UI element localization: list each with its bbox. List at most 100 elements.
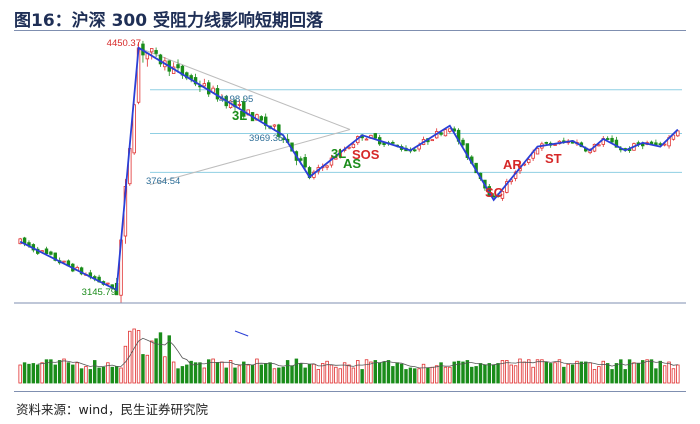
volume-bar bbox=[434, 365, 439, 384]
volume-bar bbox=[553, 362, 557, 384]
volume-bar bbox=[93, 360, 97, 384]
volume-bar bbox=[22, 362, 27, 384]
volume-bar bbox=[312, 363, 316, 384]
volume-bar bbox=[448, 366, 452, 384]
volume-bar bbox=[303, 367, 307, 384]
volume-bar bbox=[421, 363, 426, 384]
candle-body bbox=[654, 142, 658, 146]
volume-bar bbox=[145, 354, 150, 384]
volume-bar bbox=[382, 361, 386, 384]
candle-body bbox=[676, 130, 680, 137]
candle-body bbox=[430, 139, 435, 142]
price-label-resistance: 4198.95 bbox=[219, 94, 253, 105]
volume-bar bbox=[141, 354, 145, 384]
volume-bar bbox=[544, 361, 549, 384]
annotation-3l-first: 3L bbox=[232, 108, 247, 123]
volume-bar bbox=[408, 367, 413, 384]
source-note: 资料来源：wind，民生证券研究院 bbox=[16, 402, 209, 417]
candle-body bbox=[544, 141, 549, 144]
volume-bar bbox=[281, 366, 285, 384]
volume-arrow bbox=[234, 330, 249, 337]
chart-labels: 4450.373145.794198.953969.353764.543L3LA… bbox=[82, 38, 562, 298]
volume-bar bbox=[198, 362, 202, 384]
volume-bar bbox=[649, 359, 654, 384]
candle-body bbox=[272, 124, 277, 127]
candlestick-chart: 4450.373145.794198.953969.353764.543L3LA… bbox=[14, 38, 686, 384]
volume-bar bbox=[36, 364, 40, 384]
candle-body bbox=[364, 138, 369, 141]
volume-bar bbox=[483, 364, 487, 384]
candle-body bbox=[391, 141, 395, 144]
candle-body bbox=[18, 238, 22, 245]
volume-bar bbox=[88, 369, 93, 384]
volume-bar bbox=[413, 368, 417, 384]
volume-bar bbox=[439, 362, 443, 384]
volume-bar bbox=[531, 366, 535, 384]
candle-body bbox=[500, 190, 505, 199]
candle-body bbox=[641, 143, 645, 147]
volume-bar bbox=[246, 364, 250, 384]
candle-body bbox=[206, 82, 211, 95]
volume-bar bbox=[478, 363, 483, 384]
candle-body bbox=[44, 248, 49, 255]
volume-bar bbox=[224, 367, 228, 384]
volume-bar bbox=[242, 361, 246, 384]
volume-bar bbox=[623, 369, 627, 384]
volume-bar bbox=[53, 364, 57, 384]
volume-bar bbox=[27, 363, 31, 384]
volume-bar bbox=[220, 361, 224, 384]
candle-body bbox=[334, 157, 338, 160]
volume-bar bbox=[470, 366, 474, 384]
candle-body bbox=[461, 139, 465, 146]
volume-bar bbox=[228, 360, 233, 384]
volume-bar bbox=[579, 361, 584, 384]
volume-bar bbox=[399, 363, 404, 384]
volume-bar bbox=[527, 359, 531, 384]
candle-body bbox=[439, 132, 443, 135]
volume-bar bbox=[167, 335, 171, 384]
volume-bar bbox=[584, 361, 588, 384]
candle-body bbox=[465, 143, 470, 158]
volume-bar bbox=[500, 360, 505, 384]
volume-bar bbox=[351, 367, 356, 384]
volume-bar bbox=[57, 360, 62, 384]
volume-bar bbox=[237, 365, 242, 384]
volume-bar bbox=[417, 368, 421, 384]
volume-bar bbox=[364, 359, 369, 384]
volume-bar bbox=[97, 367, 101, 384]
volume-bar bbox=[369, 361, 373, 384]
volume-bar bbox=[570, 364, 575, 384]
volume-bar bbox=[592, 369, 597, 384]
volume-bar bbox=[299, 363, 303, 384]
price-levels bbox=[150, 89, 682, 173]
candle-body bbox=[281, 138, 285, 141]
volume-bar bbox=[79, 368, 84, 384]
volume-bar bbox=[667, 361, 671, 384]
candle-body bbox=[325, 165, 329, 168]
volume-bar bbox=[171, 361, 176, 384]
volume-bar bbox=[614, 363, 619, 384]
volume-bar bbox=[285, 360, 290, 384]
volume-bar bbox=[597, 366, 601, 384]
volume-bar bbox=[206, 359, 211, 384]
trend-path bbox=[19, 46, 679, 292]
candle-body bbox=[106, 282, 110, 285]
volume-bar bbox=[645, 359, 649, 384]
candle-body bbox=[413, 149, 417, 152]
volume-bar bbox=[518, 358, 522, 384]
volume-bar bbox=[215, 362, 220, 384]
volume-bar bbox=[211, 358, 215, 384]
annotation-sc: SC bbox=[485, 185, 504, 200]
volume-bar bbox=[334, 366, 338, 384]
volume-bar bbox=[176, 368, 180, 384]
volume-bar bbox=[430, 366, 435, 384]
volume-bar bbox=[619, 359, 623, 384]
volume-bar bbox=[676, 364, 680, 384]
volume-bar bbox=[40, 362, 44, 384]
volume-bar bbox=[193, 362, 198, 384]
volume-bar bbox=[49, 359, 53, 384]
volume-bar bbox=[487, 363, 492, 384]
volume-bar bbox=[342, 362, 347, 384]
volume-bar bbox=[491, 364, 496, 384]
candle-body bbox=[62, 260, 66, 263]
